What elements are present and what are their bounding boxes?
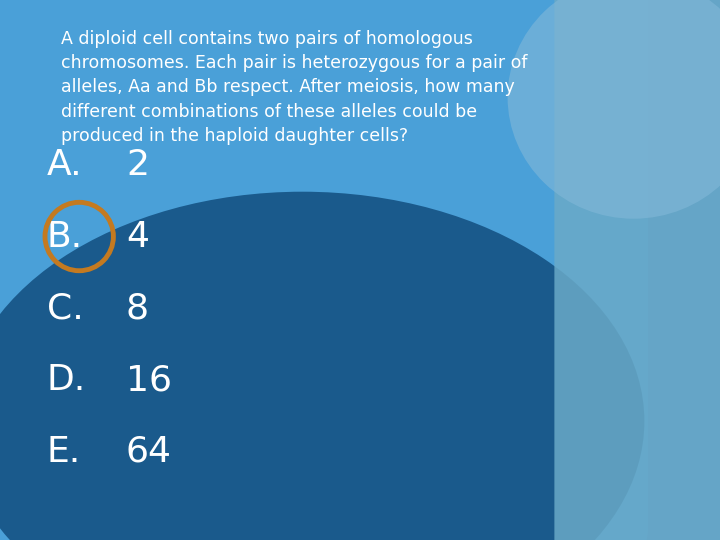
Text: A.: A. [47, 148, 82, 181]
Text: D.: D. [47, 363, 86, 397]
Text: A diploid cell contains two pairs of homologous
chromosomes. Each pair is hetero: A diploid cell contains two pairs of hom… [61, 30, 528, 145]
Text: 4: 4 [126, 220, 149, 253]
Ellipse shape [0, 192, 644, 540]
Text: E.: E. [47, 435, 81, 469]
Text: 64: 64 [126, 435, 172, 469]
Text: C.: C. [47, 292, 84, 325]
Ellipse shape [508, 0, 720, 219]
FancyBboxPatch shape [0, 0, 648, 540]
FancyBboxPatch shape [554, 0, 720, 540]
Text: B.: B. [47, 220, 83, 253]
Text: 16: 16 [126, 363, 172, 397]
Text: 2: 2 [126, 148, 149, 181]
Text: 8: 8 [126, 292, 149, 325]
